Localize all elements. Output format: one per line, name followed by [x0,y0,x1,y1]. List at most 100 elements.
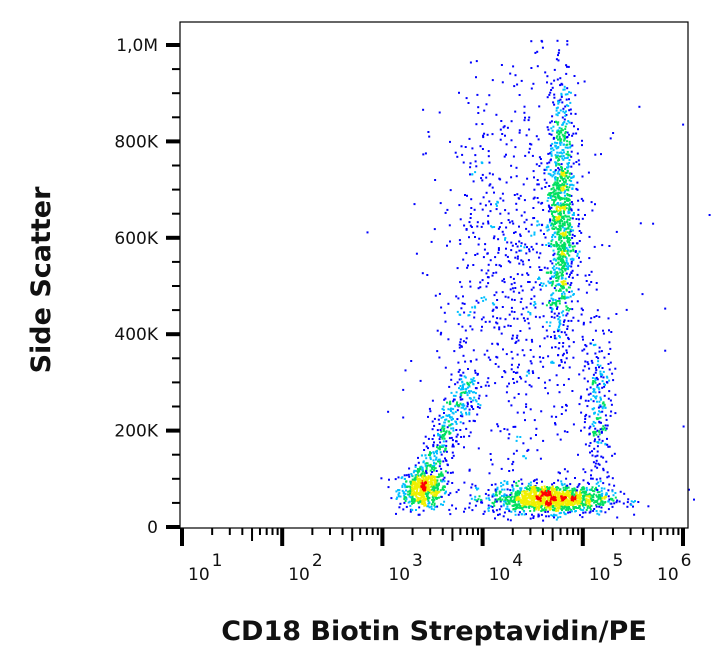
event-dot [446,415,449,417]
event-dot [560,176,562,178]
event-dot [480,318,483,321]
event-dot [547,510,549,513]
event-dot [565,72,568,75]
event-dot [576,252,579,255]
event-dot [443,424,446,427]
event-dot [568,224,571,227]
event-dot [439,441,442,444]
event-dot [544,186,547,188]
event-dot [558,506,560,509]
event-dot [573,125,575,128]
event-dot [442,430,445,432]
event-dot [550,487,553,489]
event-dot [557,326,560,329]
event-dot [522,496,525,499]
event-dot [442,440,445,443]
event-dot [483,132,486,135]
event-dot [596,363,599,366]
event-dot [529,312,532,314]
event-dot [560,253,563,256]
event-dot [588,504,591,507]
event-dot [567,104,570,107]
event-dot [523,504,526,507]
event-dot [424,482,427,484]
event-dot [568,237,571,239]
event-dot [488,320,491,323]
event-dot [520,500,523,503]
event-dot [512,460,515,463]
event-dot [599,510,602,513]
event-dot [428,491,431,494]
event-dot [441,488,444,491]
event-dot [577,501,580,504]
event-dot [570,497,573,500]
event-dot [562,110,565,113]
event-dot [510,499,513,502]
event-dot [564,131,567,133]
event-dot [438,292,441,295]
event-dot [609,361,612,364]
event-dot [565,136,568,139]
event-dot [409,489,412,492]
event-dot [592,380,595,382]
event-dot [532,372,535,374]
event-dot [530,385,533,388]
event-dot [573,245,576,248]
event-dot [600,487,603,490]
event-dot [610,502,613,505]
event-dot [431,438,434,440]
event-dot [554,226,557,229]
event-dot [579,497,582,500]
event-dot [582,321,585,324]
event-dot [473,420,476,423]
event-dot [577,159,580,162]
event-dot [586,380,589,383]
event-dot [423,489,425,492]
event-dot [550,310,553,313]
event-dot [579,397,582,400]
event-dot [517,495,520,498]
event-dot [564,493,567,496]
event-dot [451,445,454,448]
event-dot [476,252,479,255]
event-dot [492,237,495,240]
event-dot [477,447,480,450]
event-dot [460,391,463,394]
event-dot [599,497,602,500]
event-dot [536,224,539,227]
event-dot [432,497,435,500]
event-dot [553,257,556,260]
event-dot [547,193,550,196]
event-dot [585,345,588,348]
event-dot [555,504,558,507]
event-dot [552,194,555,197]
event-dot [564,208,567,211]
event-dot [415,495,418,498]
event-dot [556,279,559,282]
event-dot [596,384,599,387]
event-dot [568,207,571,210]
event-dot [568,211,571,214]
event-dot [557,330,560,333]
event-dot [504,497,507,500]
event-dot [543,337,546,340]
event-dot [494,256,497,259]
event-dot [545,166,548,169]
event-dot [593,407,596,410]
event-dot [482,513,485,515]
event-dot [491,274,494,277]
event-dot [571,491,574,494]
event-dot [523,510,526,513]
event-dot [537,503,540,506]
event-dot [562,501,565,504]
event-dot [557,258,560,261]
event-dot [431,399,434,402]
event-dot [552,501,555,504]
event-dot [504,254,507,257]
event-dot [602,370,605,373]
event-dot [433,494,436,497]
event-dot [561,178,564,180]
event-dot [409,504,412,507]
event-dot [576,255,579,257]
event-dot [542,439,545,442]
